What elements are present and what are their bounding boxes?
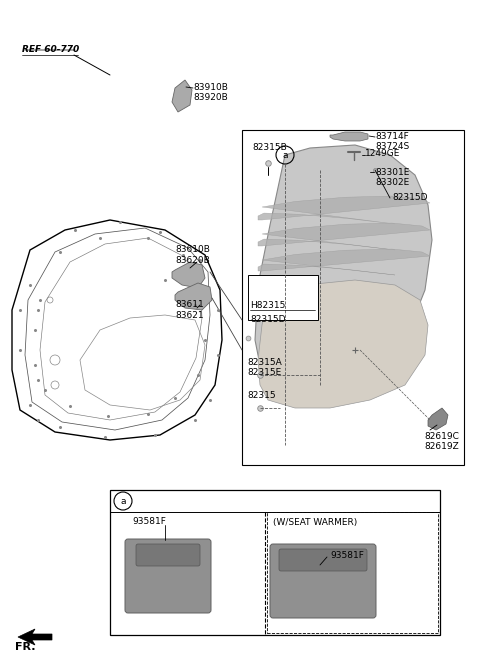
FancyBboxPatch shape <box>136 544 200 566</box>
Polygon shape <box>258 196 430 224</box>
Text: 82315: 82315 <box>247 390 276 399</box>
Bar <box>110 490 440 635</box>
Text: 83910B
83920B: 83910B 83920B <box>193 83 228 102</box>
Bar <box>242 130 464 465</box>
Polygon shape <box>175 283 212 310</box>
Polygon shape <box>18 629 52 645</box>
Text: 82315B: 82315B <box>252 143 287 152</box>
FancyBboxPatch shape <box>279 549 367 571</box>
Polygon shape <box>258 249 430 275</box>
Text: 83714F
83724S: 83714F 83724S <box>375 132 409 151</box>
Text: 93581F: 93581F <box>330 551 364 560</box>
Polygon shape <box>172 80 192 112</box>
Text: 83611
83621: 83611 83621 <box>175 300 204 320</box>
Text: 82315D: 82315D <box>392 194 428 202</box>
Text: 83301E
83302E: 83301E 83302E <box>375 168 409 187</box>
Polygon shape <box>258 280 428 408</box>
FancyBboxPatch shape <box>270 544 376 618</box>
Text: REF 60-770: REF 60-770 <box>22 45 79 55</box>
Text: 82315A
82315E: 82315A 82315E <box>247 358 282 377</box>
Polygon shape <box>255 145 432 405</box>
Polygon shape <box>330 132 368 141</box>
Polygon shape <box>258 223 430 250</box>
Text: a: a <box>120 497 126 505</box>
Bar <box>248 275 318 320</box>
Text: a: a <box>282 150 288 160</box>
Text: 93581F: 93581F <box>132 518 166 526</box>
Text: 83610B
83620B: 83610B 83620B <box>175 245 210 265</box>
FancyBboxPatch shape <box>125 539 211 613</box>
Text: FR.: FR. <box>15 642 36 652</box>
Text: 82315D: 82315D <box>250 315 286 325</box>
Polygon shape <box>428 408 448 430</box>
Text: 82619C
82619Z: 82619C 82619Z <box>424 432 459 451</box>
Text: H82315: H82315 <box>250 300 286 309</box>
Bar <box>267 512 438 633</box>
Text: 1249GE: 1249GE <box>365 148 400 158</box>
Polygon shape <box>172 262 205 288</box>
Text: (W/SEAT WARMER): (W/SEAT WARMER) <box>273 518 357 526</box>
